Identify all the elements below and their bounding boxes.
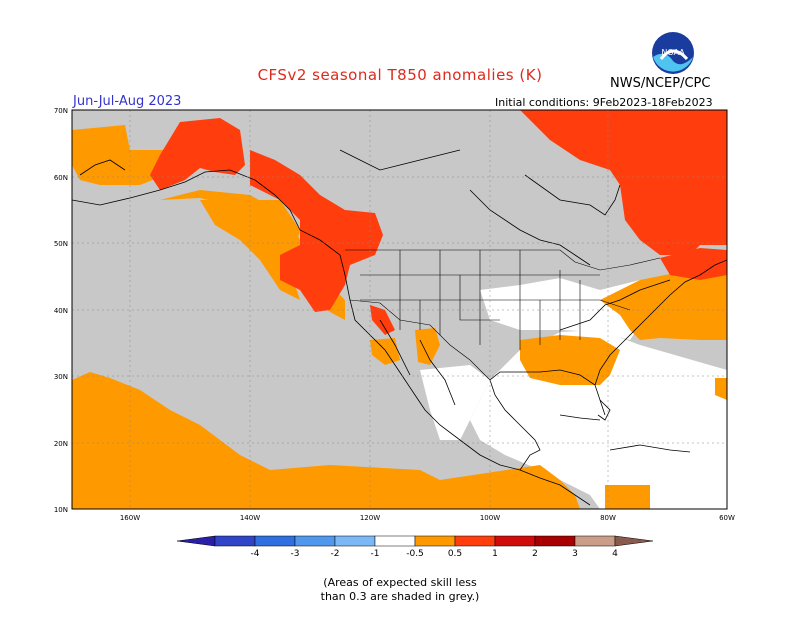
map-frame	[71, 109, 728, 510]
legend-swatch	[374, 535, 416, 547]
legend-swatch	[294, 535, 336, 547]
warm-region-mexico-north	[415, 328, 440, 365]
neutral-region-mexico	[420, 365, 490, 440]
longitude-labels: 160W 140W 120W 100W 80W 60W	[120, 514, 735, 522]
legend-arrow-low	[176, 535, 216, 547]
hot-region-california	[370, 305, 395, 335]
legend-label: 3	[572, 549, 578, 559]
season-label: Jun-Jul-Aug 2023	[73, 94, 182, 109]
legend-label: -2	[331, 549, 340, 559]
logo-text: NOAA	[661, 48, 685, 57]
warm-region-northeast-atlantic	[600, 270, 727, 340]
legend-swatch	[574, 535, 616, 547]
legend-swatch	[534, 535, 576, 547]
lat-label: 10N	[54, 506, 68, 514]
lon-label: 60W	[719, 514, 735, 522]
lat-label: 40N	[54, 307, 68, 315]
lat-label: 50N	[54, 240, 68, 248]
legend-swatch	[334, 535, 376, 547]
color-legend: -4 -3 -2 -1 -0.5 0.5 1 2 3 4	[176, 535, 654, 559]
lon-label: 80W	[600, 514, 616, 522]
noaa-logo: NOAA	[652, 32, 694, 74]
legend-label: -0.5	[406, 549, 424, 559]
initial-conditions-label: Initial conditions: 9Feb2023-18Feb2023	[495, 96, 713, 109]
lon-label: 140W	[240, 514, 260, 522]
map-field	[72, 110, 727, 509]
skill-note: (Areas of expected skill less than 0.3 a…	[0, 576, 800, 604]
skill-note-line2: than 0.3 are shaded in grey.)	[320, 590, 480, 603]
agency-label: NWS/NCEP/CPC	[610, 76, 711, 91]
legend-arrow-high	[614, 535, 654, 547]
graticule	[72, 110, 727, 509]
warm-region-baja	[370, 338, 400, 365]
skill-note-line1: (Areas of expected skill less	[323, 576, 477, 589]
hot-region-alaska	[150, 118, 245, 190]
lat-label: 30N	[54, 373, 68, 381]
legend-swatch	[454, 535, 496, 547]
hot-region-northeast-canada	[520, 110, 727, 255]
legend-swatch	[214, 535, 256, 547]
borders	[345, 249, 661, 381]
legend-label: -1	[371, 549, 380, 559]
hot-region-pacific-northwest	[250, 150, 383, 312]
legend-label: 2	[532, 549, 538, 559]
legend-label: -4	[251, 549, 260, 559]
lon-label: 100W	[480, 514, 500, 522]
lat-label: 70N	[54, 107, 68, 115]
legend-swatch	[254, 535, 296, 547]
lat-label: 20N	[54, 440, 68, 448]
legend-label: 4	[612, 549, 618, 559]
neutral-region-east-us	[480, 278, 650, 340]
warm-region-atlantic-east	[715, 378, 727, 400]
legend-swatch	[494, 535, 536, 547]
lon-label: 160W	[120, 514, 140, 522]
lon-label: 120W	[360, 514, 380, 522]
hot-region-maritimes	[660, 248, 727, 280]
warm-region-alaska-west	[72, 125, 170, 185]
warm-region-southeast-us	[520, 335, 620, 385]
legend-label: -3	[291, 549, 300, 559]
warm-region-pacific-south	[72, 372, 580, 509]
latitude-labels: 70N 60N 50N 40N 30N 20N 10N	[54, 107, 68, 514]
legend-label: 0.5	[448, 549, 462, 559]
lat-label: 60N	[54, 174, 68, 182]
legend-label: 1	[492, 549, 498, 559]
legend-swatch	[414, 535, 456, 547]
warm-region-venezuela	[605, 485, 650, 509]
map-title: CFSv2 seasonal T850 anomalies (K)	[257, 66, 543, 84]
